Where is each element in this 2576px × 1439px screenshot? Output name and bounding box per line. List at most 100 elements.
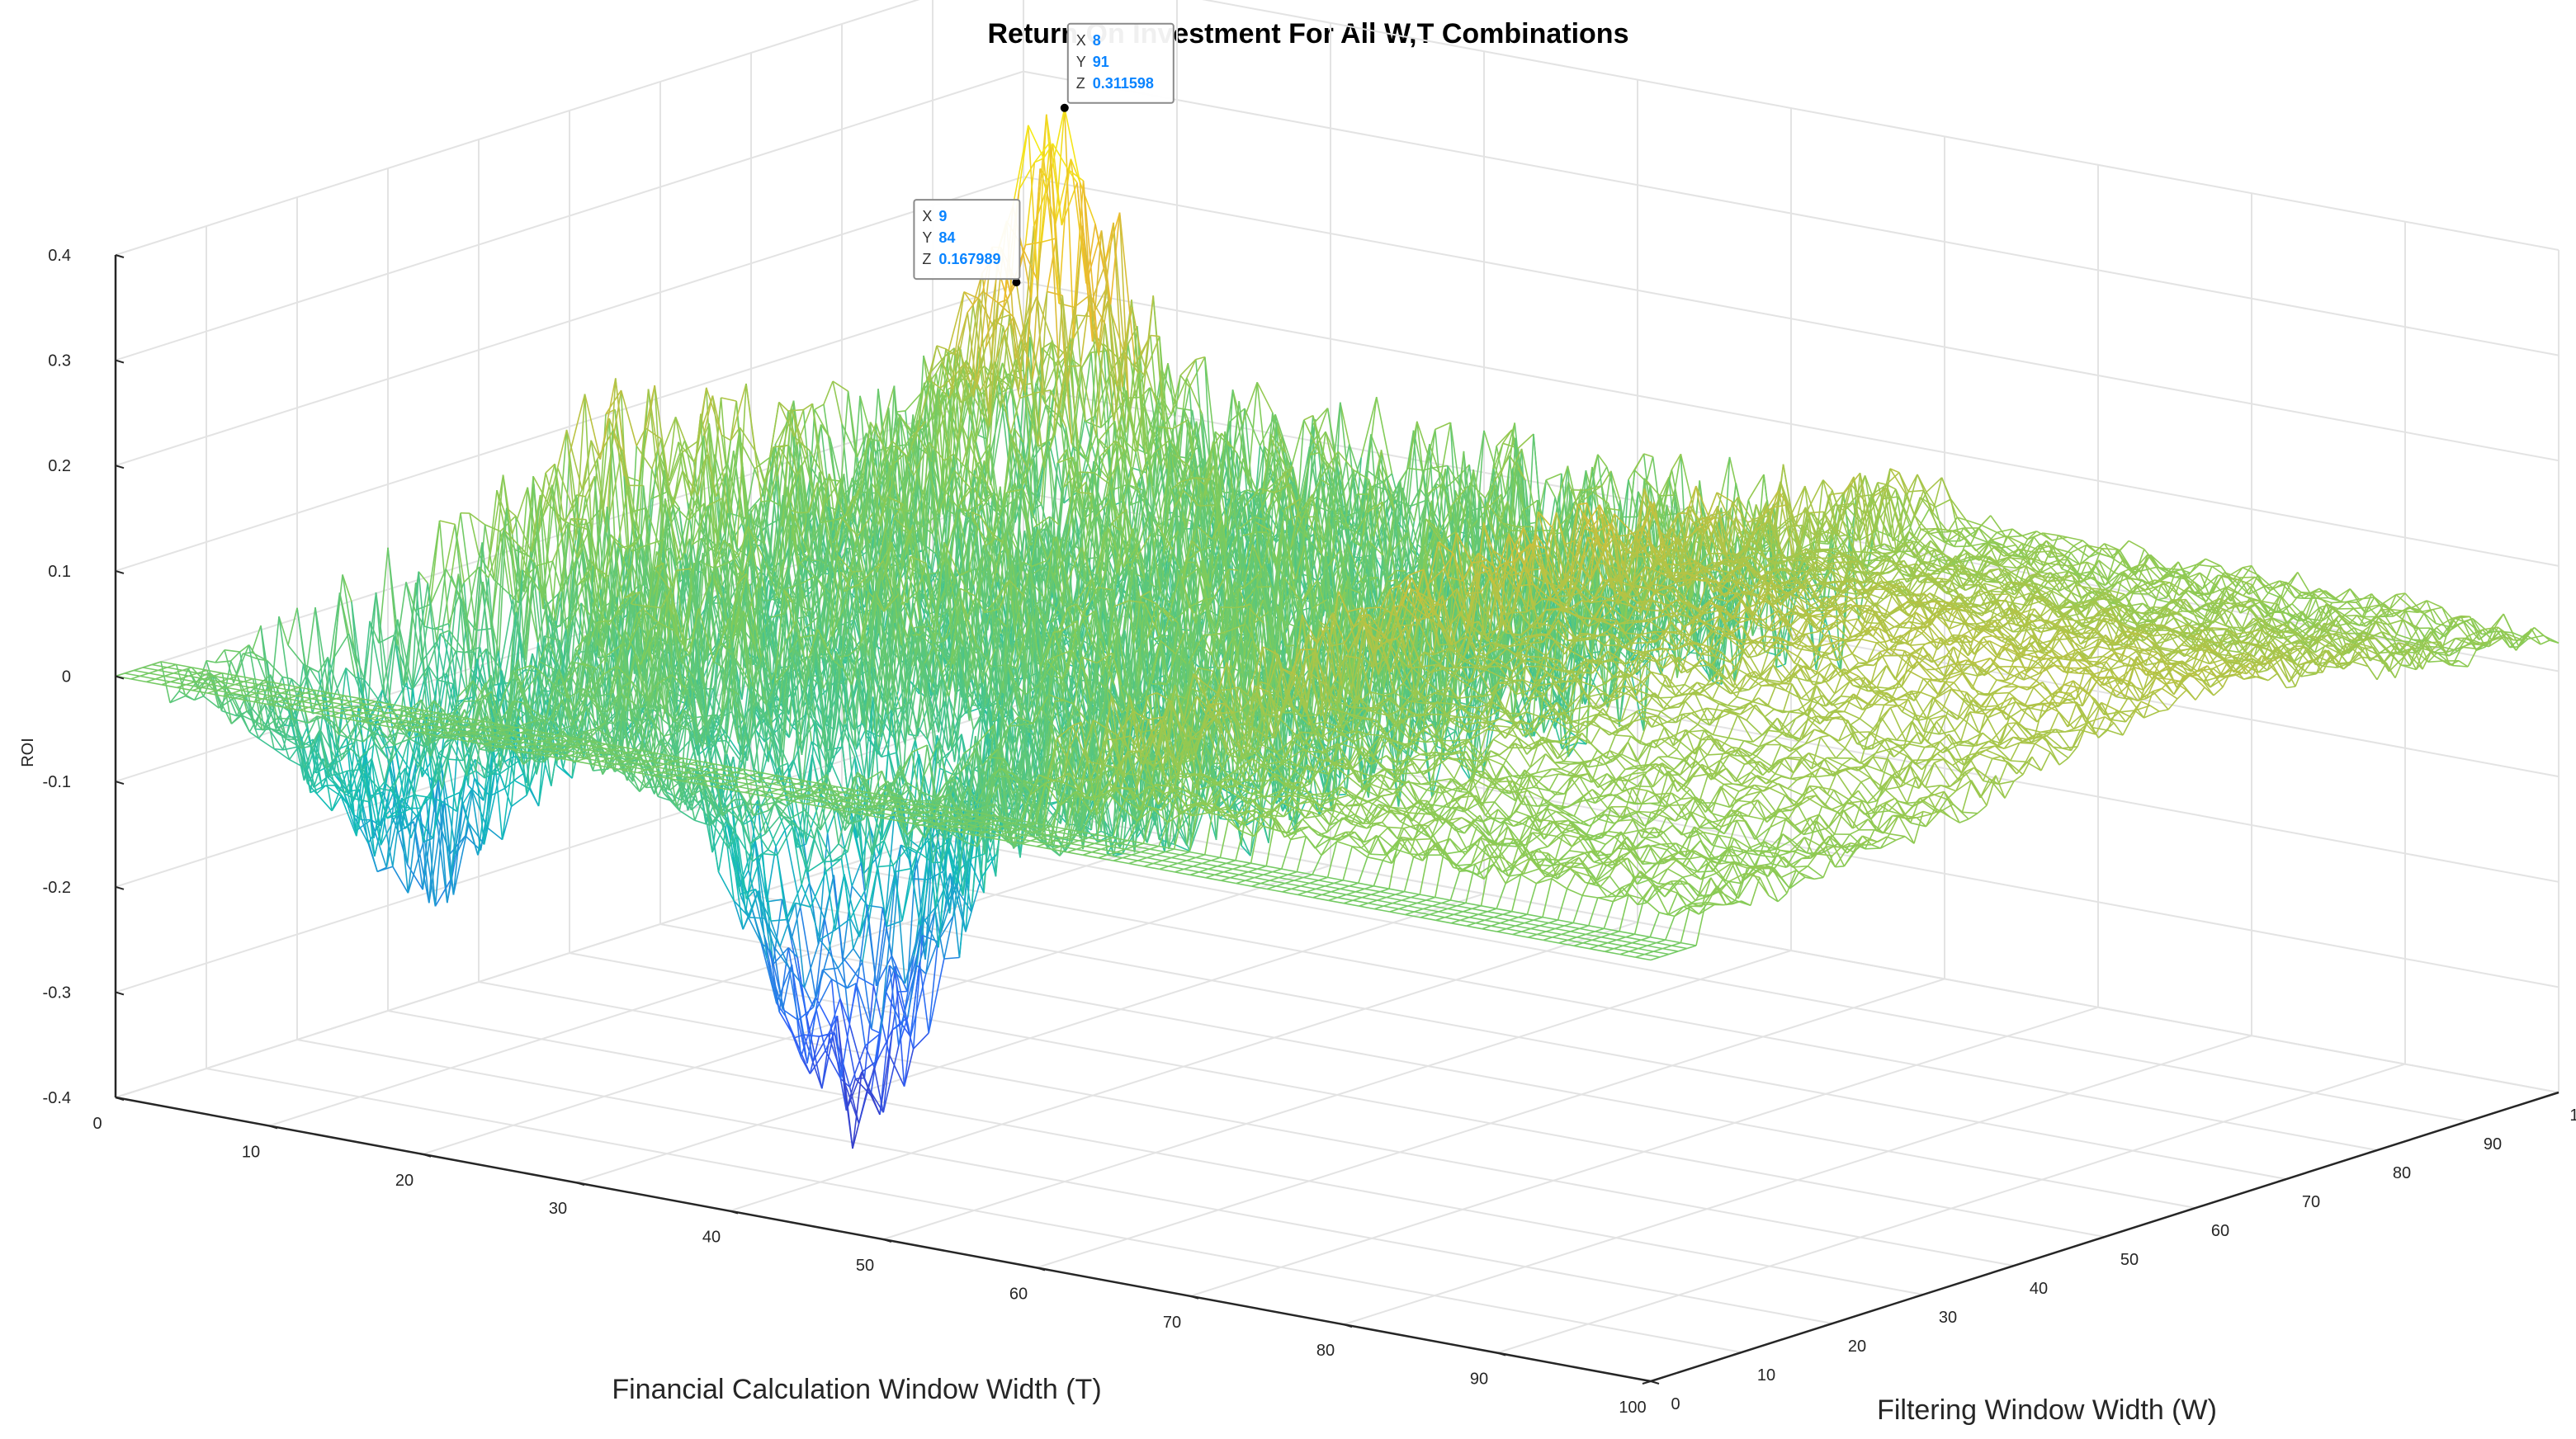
mesh-line xyxy=(1149,387,1160,401)
mesh-line xyxy=(2052,536,2068,541)
mesh-line xyxy=(2203,592,2213,595)
mesh-line xyxy=(1338,526,1349,529)
mesh-line xyxy=(2531,628,2541,645)
mesh-line xyxy=(2131,554,2148,573)
mesh-line xyxy=(2395,594,2413,609)
mesh-line xyxy=(1954,527,1964,547)
mesh-line xyxy=(2058,535,2074,547)
mesh-line xyxy=(1435,422,1451,431)
mesh-line xyxy=(2079,551,2096,565)
mesh-line xyxy=(1643,453,1653,458)
mesh-line xyxy=(1545,479,1556,498)
mesh-line xyxy=(1431,467,1442,474)
mesh-line xyxy=(2011,528,2029,540)
mesh-line xyxy=(1326,408,1344,514)
mesh-line xyxy=(1827,548,1836,550)
mesh-line xyxy=(1078,416,1095,491)
mesh-line xyxy=(2242,567,2258,576)
mesh-line xyxy=(1150,334,1160,337)
mesh-line xyxy=(1634,469,1651,487)
mesh-line xyxy=(1997,528,2013,534)
surface-mesh[interactable] xyxy=(115,107,2559,1149)
mesh-line xyxy=(2042,532,2053,541)
mesh-line xyxy=(2073,545,2090,558)
mesh-line xyxy=(1179,359,1197,376)
mesh-line xyxy=(1956,517,1967,521)
mesh-line xyxy=(2086,544,2102,550)
mesh-line xyxy=(2333,636,2343,641)
mesh-line xyxy=(1844,472,1861,493)
mesh-line xyxy=(2306,597,2318,620)
grid-line xyxy=(115,0,920,256)
mesh-line xyxy=(1303,414,1314,421)
mesh-line xyxy=(1141,335,1151,356)
grid-line xyxy=(115,176,1024,467)
mesh-line xyxy=(814,403,825,410)
mesh-line xyxy=(2285,581,2302,593)
mesh-line xyxy=(2417,600,2427,613)
mesh-line xyxy=(2070,552,2081,565)
mesh-line xyxy=(2196,564,2212,568)
mesh-line xyxy=(1947,517,1958,533)
mesh-line xyxy=(1913,490,1925,517)
grid-line xyxy=(115,70,1024,361)
mesh-line xyxy=(1272,413,1283,502)
mesh-line xyxy=(2408,606,2425,615)
mesh-line xyxy=(2270,580,2281,592)
mesh-line xyxy=(1854,550,1870,554)
mesh-line xyxy=(2414,613,2425,629)
mesh-line xyxy=(2101,547,2117,550)
grid-line xyxy=(206,1068,1742,1353)
mesh-line xyxy=(2522,628,2532,641)
mesh-line xyxy=(1907,489,1924,493)
mesh-line xyxy=(1170,377,1188,415)
mesh-line xyxy=(1167,363,1184,486)
mesh-line xyxy=(2426,600,2437,624)
mesh-line xyxy=(1244,408,1261,446)
mesh-line xyxy=(2056,564,2072,567)
mesh-line xyxy=(1907,474,1918,493)
mesh-line xyxy=(2027,531,2038,540)
mesh-line xyxy=(2063,554,2081,565)
mesh-line xyxy=(1661,469,1673,516)
mesh-line xyxy=(1256,382,1267,469)
grid-line xyxy=(1202,0,2559,251)
mesh-line xyxy=(2061,552,2072,569)
mesh-line xyxy=(2147,554,2164,578)
mesh-line xyxy=(1965,519,1976,532)
mesh-line xyxy=(2386,594,2397,616)
mesh-line xyxy=(2248,586,2265,596)
mesh-line xyxy=(1247,382,1258,484)
mesh-line xyxy=(2235,565,2252,588)
grid-line xyxy=(1023,808,2559,1093)
mesh-line xyxy=(2055,547,2072,554)
mesh-line xyxy=(2288,571,2299,584)
grid-line xyxy=(932,837,2469,1122)
mesh-line xyxy=(2107,549,2118,581)
mesh-line xyxy=(2196,558,2206,565)
grid-line xyxy=(1023,70,2559,356)
mesh-line xyxy=(1370,434,1387,477)
mesh-line xyxy=(1517,433,1534,449)
mesh-line xyxy=(1416,421,1427,501)
mesh-line xyxy=(1502,429,1513,444)
mesh-line xyxy=(1940,477,1958,518)
mesh-line xyxy=(2460,615,2470,618)
mesh-line xyxy=(2281,630,2297,634)
mesh-line xyxy=(2432,606,2442,611)
grid-line xyxy=(569,952,2106,1238)
mesh-line xyxy=(2438,617,2455,640)
mesh-line xyxy=(2073,540,2083,547)
mesh-line xyxy=(1910,492,1927,525)
mesh-line xyxy=(2242,564,2252,569)
mesh-line xyxy=(2426,600,2443,608)
mesh-line xyxy=(2070,544,2087,554)
mesh-line xyxy=(2229,626,2245,629)
mesh-line xyxy=(2411,600,2427,609)
mesh-line xyxy=(1858,529,1875,620)
mesh-line xyxy=(1042,347,1058,366)
mesh-line xyxy=(2138,554,2148,581)
mesh-line xyxy=(2119,540,2129,551)
mesh-line xyxy=(1545,473,1562,481)
mesh-line xyxy=(2423,608,2434,615)
